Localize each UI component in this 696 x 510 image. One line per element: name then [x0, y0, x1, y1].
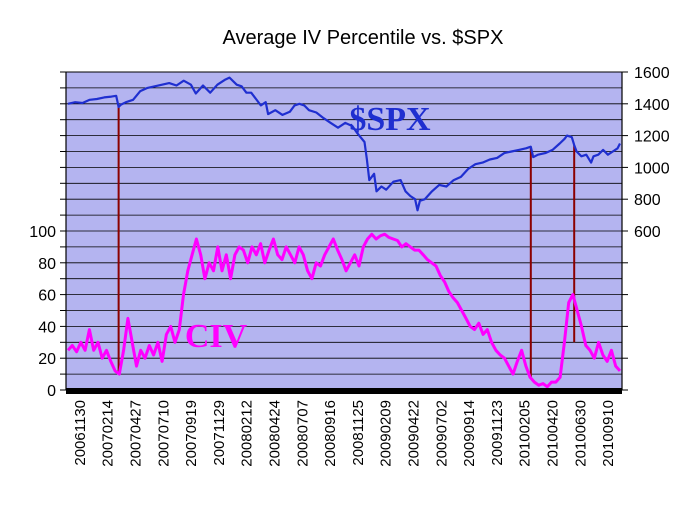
x-tick-label: 20080707	[294, 400, 311, 467]
civ-series-label: CIV	[185, 318, 248, 355]
x-tick-label: 20100630	[572, 400, 589, 467]
right-tick-label: 1000	[634, 160, 670, 177]
x-tick-label: 20080212	[239, 400, 256, 467]
right-tick-label: 800	[634, 192, 661, 209]
x-axis-ticks: 20061130 20070214 20070427 20070710 20070919…	[72, 400, 617, 467]
right-tick-label: 1200	[634, 129, 670, 146]
x-tick-label: 20070214	[100, 400, 117, 467]
x-tick-label: 20061130	[72, 400, 89, 466]
left-tick-label: 100	[29, 224, 56, 241]
x-tick-label: 20100910	[600, 400, 617, 467]
left-tick-label: 80	[38, 256, 56, 273]
x-tick-label: 20090209	[378, 400, 395, 467]
x-tick-label: 20070427	[128, 400, 145, 467]
left-tick-label: 20	[38, 351, 56, 368]
left-axis-ticks: 0 20 40 60 80 100	[29, 71, 66, 400]
x-tick-label: 20100205	[517, 400, 534, 467]
x-tick-label: 20100420	[545, 400, 562, 467]
series-line-civ	[66, 232, 622, 389]
reference-lines	[117, 106, 576, 378]
x-tick-label: 20080424	[267, 400, 284, 467]
x-tick-label: 20091123	[489, 400, 506, 466]
x-axis-baseline	[66, 388, 622, 394]
right-tick-label: 600	[634, 224, 661, 241]
left-tick-label: 40	[38, 319, 56, 336]
x-tick-label: 20090914	[461, 400, 478, 467]
x-tick-label: 20090422	[406, 400, 423, 467]
right-axis-ticks: 600 800 1000 1200 1400 1600	[622, 65, 670, 391]
series-layer	[66, 76, 622, 389]
series-line-spx	[67, 76, 621, 212]
right-tick-label: 1600	[634, 65, 670, 82]
x-tick-label: 20090702	[433, 400, 450, 467]
right-tick-label: 1400	[634, 97, 670, 114]
spx-series-label: $SPX	[349, 101, 431, 138]
left-tick-label: 60	[38, 288, 56, 305]
x-tick-label: 20080916	[322, 400, 339, 467]
x-tick-label: 20070710	[155, 400, 172, 467]
x-tick-label: 20071129	[211, 400, 228, 466]
left-tick-label: 0	[47, 383, 56, 400]
chart-title: Average IV Percentile vs. $SPX	[223, 27, 504, 49]
x-tick-label: 20070919	[183, 400, 200, 467]
x-tick-label: 20081125	[350, 400, 367, 466]
